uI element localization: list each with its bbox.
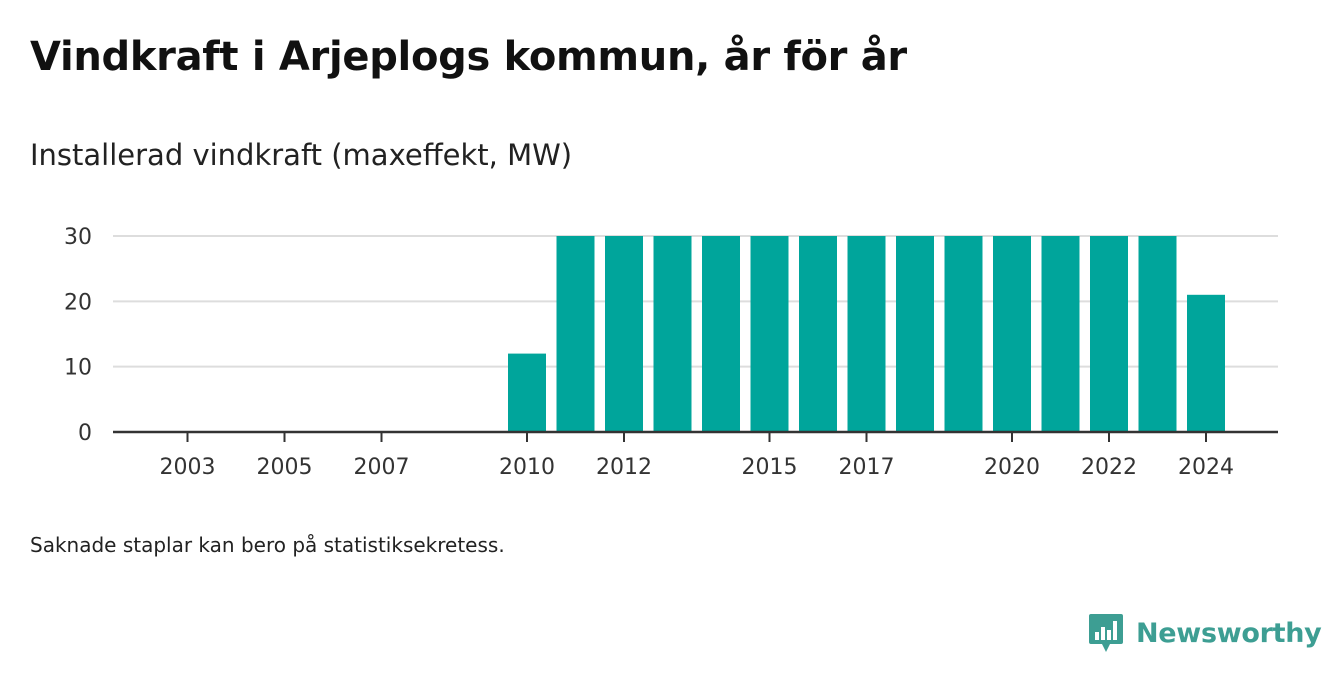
grid-lines xyxy=(113,235,1278,368)
y-tick-label: 0 xyxy=(78,421,92,446)
footnote: Saknade staplar kan bero på statistiksek… xyxy=(30,533,505,557)
brand-name: Newsworthy xyxy=(1136,617,1322,649)
x-tick-label: 2005 xyxy=(257,455,313,480)
y-tick-label: 20 xyxy=(64,290,92,315)
bar xyxy=(1138,236,1177,432)
x-tick-label: 2010 xyxy=(499,455,555,480)
x-tick-label: 2017 xyxy=(839,455,895,480)
bar xyxy=(1041,236,1080,432)
bar xyxy=(556,236,595,432)
x-tick-label: 2020 xyxy=(984,455,1040,480)
bar xyxy=(896,236,934,432)
bars xyxy=(508,236,1225,432)
x-tick-label: 2024 xyxy=(1178,455,1234,480)
bar-chart: 0 10 20 30 2003 2005 2007 2010 2012 2015 2017 2020 2… xyxy=(64,225,1278,480)
chart-title: Vindkraft i Arjeplogs kommun, år för år xyxy=(30,34,907,80)
x-tick-label: 2015 xyxy=(742,455,798,480)
axes: 0 10 20 30 2003 2005 2007 2010 2012 2015 2017 2020 2… xyxy=(64,225,1278,480)
bar xyxy=(1090,236,1128,432)
bar xyxy=(750,236,789,432)
chart-bubble-icon xyxy=(1089,614,1123,652)
x-tick-label: 2007 xyxy=(354,455,410,480)
chart-subtitle: Installerad vindkraft (maxeffekt, MW) xyxy=(30,138,573,172)
x-tick-label: 2012 xyxy=(596,455,652,480)
bar xyxy=(847,236,886,432)
newsworthy-logo[interactable]: Newsworthy xyxy=(1088,612,1322,654)
bar xyxy=(1187,294,1225,432)
y-tick-label: 10 xyxy=(64,356,92,381)
bar xyxy=(944,236,983,432)
bar xyxy=(702,236,740,432)
x-tick-label: 2003 xyxy=(160,455,216,480)
y-tick-label: 30 xyxy=(64,225,92,250)
bar xyxy=(508,353,546,432)
bar xyxy=(653,236,692,432)
bar xyxy=(993,236,1031,432)
x-tick-label: 2022 xyxy=(1081,455,1137,480)
bar xyxy=(605,236,643,432)
bar xyxy=(799,236,837,432)
